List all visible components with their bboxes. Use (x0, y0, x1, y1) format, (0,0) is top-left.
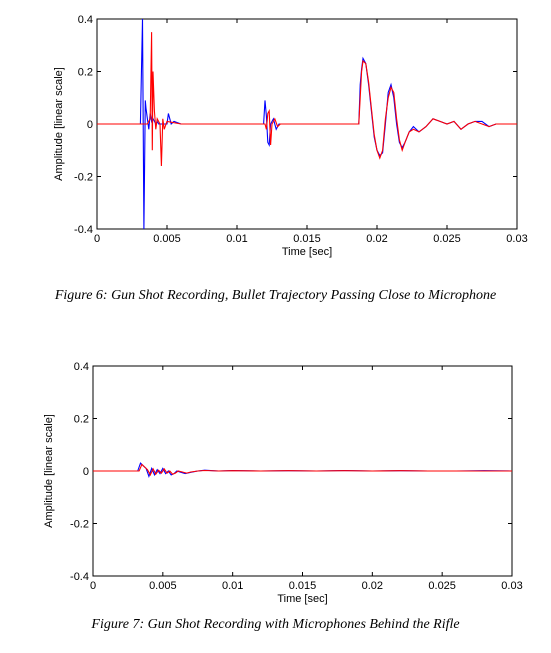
y-tick-label: 0 (83, 466, 89, 478)
y-tick-label: 0.4 (78, 14, 93, 26)
series-line-2 (93, 463, 512, 477)
x-tick-label: 0.01 (226, 233, 247, 245)
x-tick-label: 0 (90, 580, 96, 592)
x-tick-label: 0.025 (428, 580, 456, 592)
x-tick-label: 0.03 (506, 233, 527, 245)
x-tick-label: 0.005 (153, 233, 181, 245)
y-tick-label: -0.4 (74, 224, 93, 236)
series-line-2 (97, 32, 517, 167)
x-tick-label: 0.015 (293, 233, 321, 245)
x-tick-label: 0.01 (222, 580, 243, 592)
y-tick-label: -0.2 (70, 519, 89, 531)
x-tick-label: 0.005 (149, 580, 177, 592)
x-tick-label: 0.015 (289, 580, 317, 592)
y-tick-label: 0.2 (78, 67, 93, 79)
x-tick-label: 0.025 (433, 233, 461, 245)
y-tick-label: 0.4 (74, 361, 89, 373)
plot-area: 0 0.005 0.01 0.015 0.02 0.025 0.03 0.4 0.2 0 -0.2 -… (53, 14, 528, 258)
y-axis-label: Amplitude [linear scale] (43, 414, 55, 528)
x-tick-label: 0.02 (366, 233, 387, 245)
y-tick-label: 0 (87, 119, 93, 131)
figure-6-caption: Figure 6: Gun Shot Recording, Bullet Tra… (54, 288, 497, 303)
y-tick-label: 0.2 (74, 414, 89, 426)
y-tick-label: -0.2 (74, 172, 93, 184)
x-axis-label: Time [sec] (277, 593, 327, 605)
figure-7-caption: Figure 7: Gun Shot Recording with Microp… (91, 617, 460, 632)
chart-figure-6: 0 0.005 0.01 0.015 0.02 0.025 0.03 0.4 0.2 0 -0.2 -… (53, 14, 528, 258)
x-tick-label: 0.02 (362, 580, 383, 592)
x-tick-label: 0.03 (501, 580, 522, 592)
x-axis-label: Time [sec] (282, 246, 332, 258)
x-tick-label: 0 (94, 233, 100, 245)
plot-area: 0 0.005 0.01 0.015 0.02 0.025 0.03 0.4 0.2 0 -0.2 -… (43, 361, 523, 605)
y-axis-label: Amplitude [linear scale] (53, 67, 65, 181)
chart-figure-7: 0 0.005 0.01 0.015 0.02 0.025 0.03 0.4 0.2 0 -0.2 -… (43, 361, 523, 605)
y-tick-label: -0.4 (70, 571, 89, 583)
